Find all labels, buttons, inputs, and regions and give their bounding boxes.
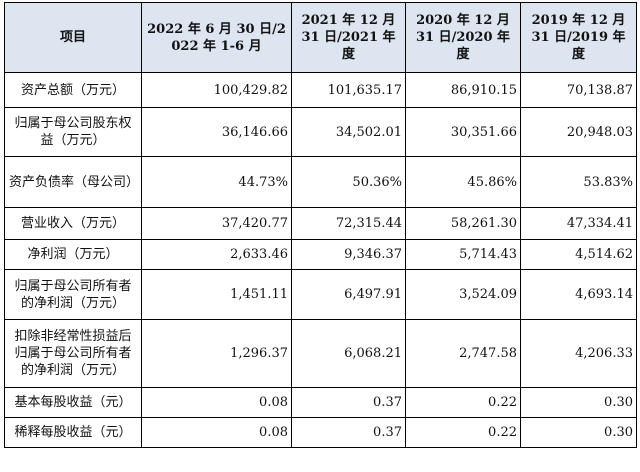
cell-value: 5,714.43 [405,239,521,270]
cell-value: 37,420.77 [141,207,292,240]
financial-data-table: 项目 2022 年 6 月 30 日/2022 年 1-6 月 2021 年 1… [4,2,637,448]
table-body: 资产总额（万元） 100,429.82 101,635.17 86,910.15… [4,72,637,448]
cell-value: 44.73% [141,156,292,208]
cell-value: 1,296.37 [141,319,292,388]
table-row: 稀释每股收益（元） 0.08 0.37 0.22 0.30 [4,417,637,448]
row-label: 资产负债率（母公司） [4,156,142,208]
table-header: 项目 2022 年 6 月 30 日/2022 年 1-6 月 2021 年 1… [4,2,637,73]
cell-value: 101,635.17 [291,72,406,108]
cell-value: 45.86% [405,156,521,208]
table-row: 归属于母公司所有者的净利润（万元） 1,451.11 6,497.91 3,52… [4,269,637,320]
header-2020: 2020 年 12 月 31 日/2020 年度 [405,2,521,73]
cell-value: 72,315.44 [291,207,406,240]
cell-value: 50.36% [291,156,406,208]
table-row: 基本每股收益（元） 0.08 0.37 0.22 0.30 [4,387,637,418]
cell-value: 0.08 [141,417,292,448]
cell-value: 0.30 [520,387,637,418]
cell-value: 2,747.58 [405,319,521,388]
table-row: 营业收入（万元） 37,420.77 72,315.44 58,261.30 4… [4,207,637,240]
cell-value: 100,429.82 [141,72,292,108]
table-row: 资产总额（万元） 100,429.82 101,635.17 86,910.15… [4,72,637,108]
table-row: 资产负债率（母公司） 44.73% 50.36% 45.86% 53.83% [4,156,637,208]
row-label: 扣除非经常性损益后归属于母公司所有者的净利润（万元） [4,319,142,388]
header-2021: 2021 年 12 月 31 日/2021 年度 [291,2,406,73]
cell-value: 20,948.03 [520,107,637,157]
cell-value: 4,693.14 [520,269,637,320]
row-label: 资产总额（万元） [4,72,142,108]
cell-value: 6,068.21 [291,319,406,388]
cell-value: 47,334.41 [520,207,637,240]
cell-value: 86,910.15 [405,72,521,108]
table-row: 扣除非经常性损益后归属于母公司所有者的净利润（万元） 1,296.37 6,06… [4,319,637,388]
header-2022-h1: 2022 年 6 月 30 日/2022 年 1-6 月 [141,2,292,73]
header-2019: 2019 年 12 月 31 日/2019 年度 [520,2,637,73]
cell-value: 0.22 [405,417,521,448]
row-label: 稀释每股收益（元） [4,417,142,448]
cell-value: 6,497.91 [291,269,406,320]
cell-value: 3,524.09 [405,269,521,320]
cell-value: 4,206.33 [520,319,637,388]
cell-value: 0.37 [291,387,406,418]
row-label: 归属于母公司所有者的净利润（万元） [4,269,142,320]
cell-value: 0.08 [141,387,292,418]
cell-value: 58,261.30 [405,207,521,240]
cell-value: 0.37 [291,417,406,448]
cell-value: 1,451.11 [141,269,292,320]
row-label: 净利润（万元） [4,239,142,270]
header-row: 项目 2022 年 6 月 30 日/2022 年 1-6 月 2021 年 1… [4,2,637,73]
table-container: 项目 2022 年 6 月 30 日/2022 年 1-6 月 2021 年 1… [4,2,637,448]
cell-value: 34,502.01 [291,107,406,157]
cell-value: 30,351.66 [405,107,521,157]
cell-value: 0.30 [520,417,637,448]
cell-value: 9,346.37 [291,239,406,270]
cell-value: 0.22 [405,387,521,418]
table-row: 归属于母公司股东权益（万元） 36,146.66 34,502.01 30,35… [4,107,637,157]
row-label: 归属于母公司股东权益（万元） [4,107,142,157]
cell-value: 2,633.46 [141,239,292,270]
header-item: 项目 [4,2,142,73]
cell-value: 53.83% [520,156,637,208]
cell-value: 70,138.87 [520,72,637,108]
table-row: 净利润（万元） 2,633.46 9,346.37 5,714.43 4,514… [4,239,637,270]
row-label: 基本每股收益（元） [4,387,142,418]
cell-value: 36,146.66 [141,107,292,157]
row-label: 营业收入（万元） [4,207,142,240]
cell-value: 4,514.62 [520,239,637,270]
